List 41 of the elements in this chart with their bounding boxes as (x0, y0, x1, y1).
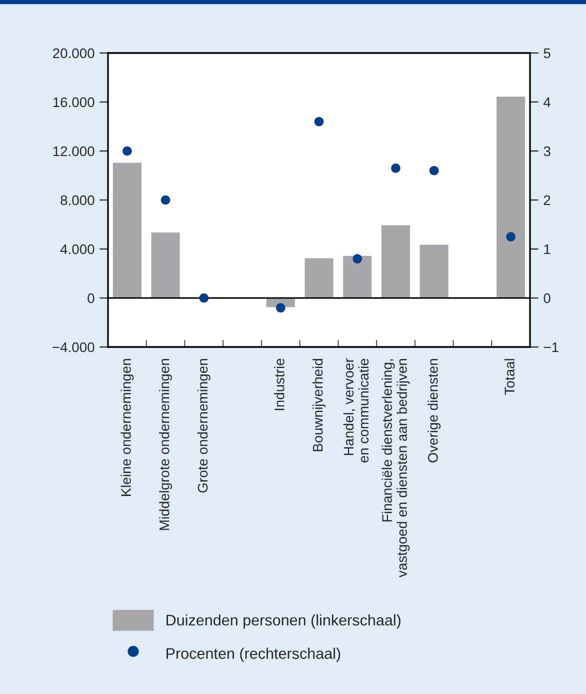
point (122, 146, 132, 156)
x-tick-label: Overige diensten (428, 359, 441, 462)
point (352, 254, 362, 264)
x-tick-label: Financiële dienstverlening, vastgoed en diensten aan bedrijven (382, 358, 410, 578)
point (391, 163, 400, 173)
x-tick-label: Totaal (504, 359, 515, 395)
y-tick-label: 16.000 (53, 97, 94, 108)
y-tick-label: 8.000 (60, 195, 94, 206)
y2-tick-label: −1 (544, 342, 558, 352)
x-tick-label: Grote ondernemingen (197, 359, 210, 493)
y2-tick-label: 2 (544, 195, 550, 206)
x-tick-label: Middelgrote ondernemingen (159, 359, 172, 530)
y2-tick-label: 4 (544, 97, 551, 108)
y-tick-label: −4.000 (52, 342, 94, 352)
legend-label: Procenten (rechterschaal) (166, 648, 340, 662)
bar (342, 254, 374, 299)
point (199, 293, 209, 303)
bar (380, 224, 412, 299)
bar (150, 231, 182, 299)
point (276, 303, 286, 312)
y2-tick-label: 3 (544, 146, 550, 156)
x-tick-label: Handel, vervoer en communicatie (343, 358, 369, 462)
y2-tick-label: 1 (544, 244, 550, 254)
bar (495, 95, 526, 299)
point (429, 166, 439, 176)
legend-label: Duizenden personen (linkerschaal) (166, 614, 400, 629)
y2-tick-label: 5 (544, 48, 550, 58)
bar (112, 161, 143, 299)
x-tick-label: Kleine ondernemingen (120, 359, 134, 496)
bar (418, 243, 450, 299)
x-tick-label: Industrie (274, 358, 284, 410)
x-tick-label: Bouwnijverheid (312, 359, 326, 452)
y2-tick-label: 0 (544, 293, 550, 304)
y-tick-label: 0 (88, 293, 94, 304)
point (506, 232, 516, 242)
bar (303, 256, 335, 299)
point (314, 116, 324, 126)
point (160, 195, 170, 205)
y-tick-label: 20.000 (53, 48, 94, 58)
y-tick-label: 4.000 (60, 244, 94, 254)
y-tick-label: 12.000 (53, 146, 94, 156)
